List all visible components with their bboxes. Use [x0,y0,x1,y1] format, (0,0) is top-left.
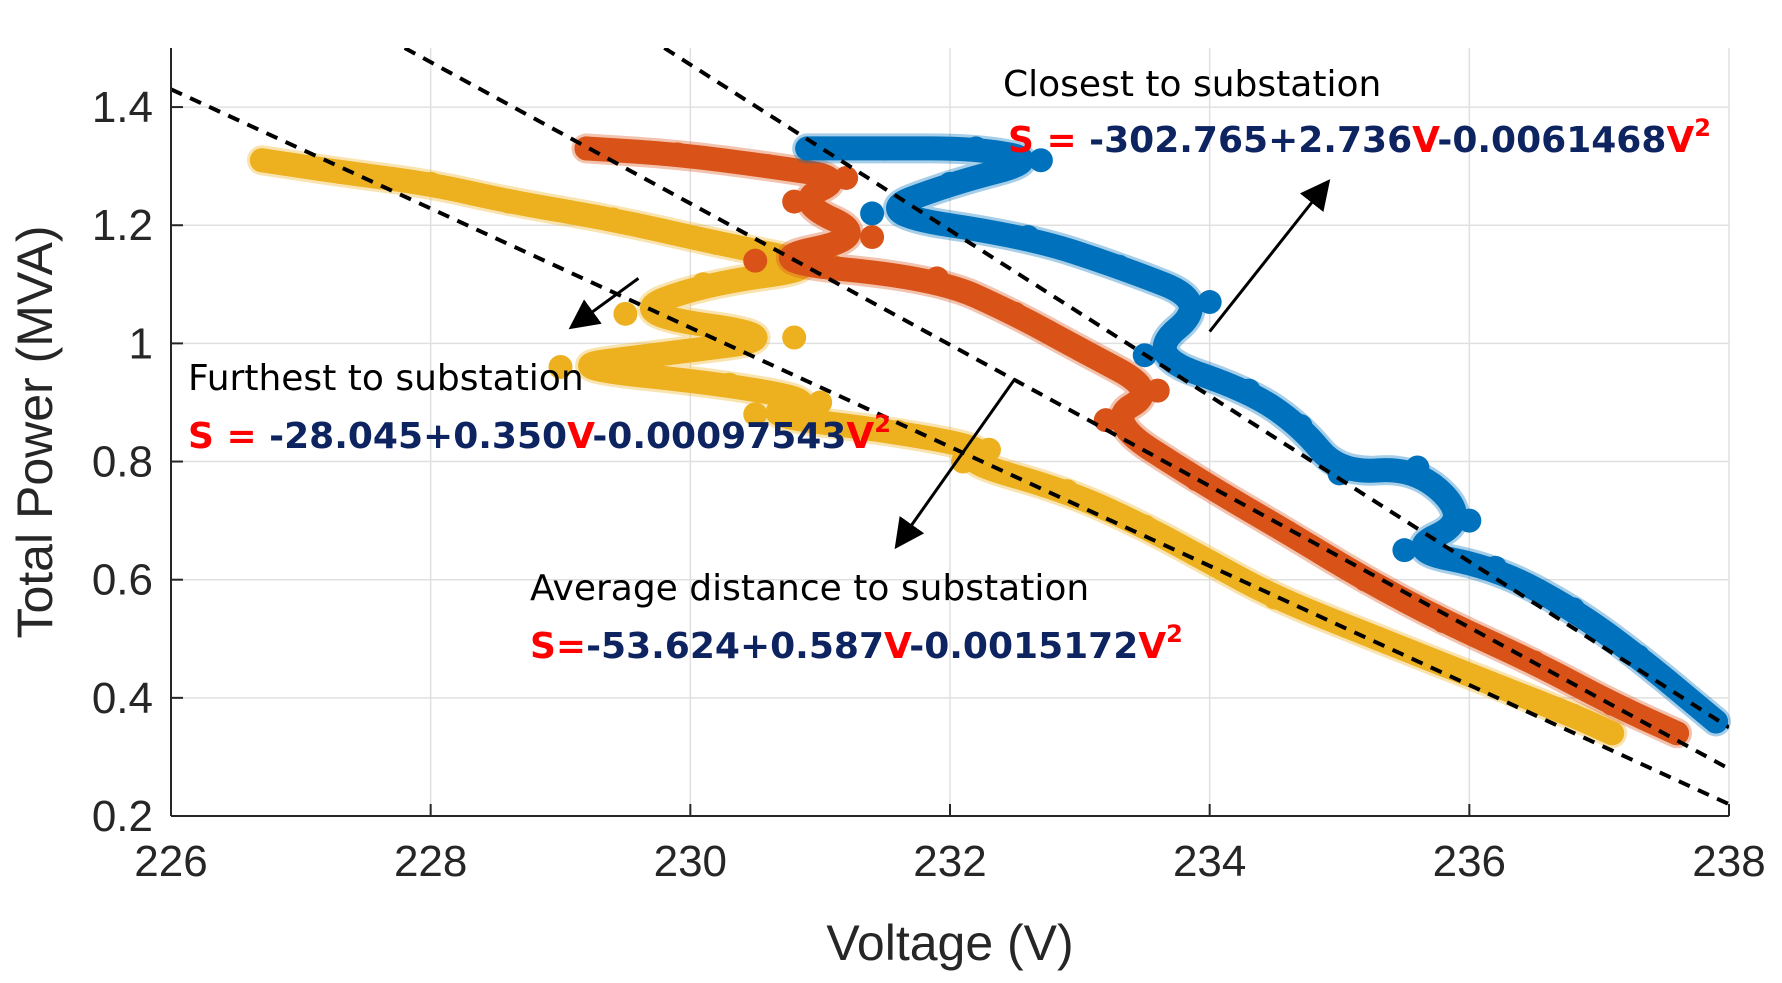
point-2-12 [1327,461,1352,486]
series-2 [795,136,1729,734]
point-2-14 [1457,508,1482,533]
point-2-3 [1028,148,1053,173]
point-1-2 [756,154,781,179]
equation-average: S=-53.624+0.587V-0.0015172V2 [530,620,1183,667]
y-tick-label-5: 1.2 [92,201,153,250]
point-0-9 [782,325,807,350]
x-tick-label-6: 238 [1692,837,1765,886]
point-1-0 [574,136,599,161]
point-2-13 [1405,455,1430,480]
annotation-closest: Closest to substation S = -302.765+2.736… [1003,64,1711,333]
point-0-24 [1561,703,1586,728]
label-closest: Closest to substation [1003,64,1381,105]
point-2-8 [1197,290,1222,315]
point-0-18 [1054,479,1079,504]
point-2-17 [1561,597,1586,622]
point-1-15 [1431,609,1456,634]
x-axis-title: Voltage (V) [826,915,1073,971]
point-1-7 [925,266,950,291]
point-1-1 [665,142,690,167]
point-1-11 [1093,408,1118,433]
point-2-2 [963,136,988,161]
point-0-2 [418,171,443,196]
y-axis-title: Total Power (MVA) [7,225,63,638]
arrow-average [894,377,1017,550]
point-1-4 [782,189,807,214]
point-0-11 [548,355,573,380]
y-tick-label-4: 1 [129,319,153,368]
x-tick-label-0: 226 [134,837,207,886]
x-tick-label-5: 236 [1433,837,1506,886]
point-1-18 [1665,721,1690,746]
series-halo-2 [792,133,1732,737]
data-series [246,133,1732,749]
point-1-6 [743,248,768,273]
x-tick-label-4: 234 [1173,837,1246,886]
point-0-22 [1366,626,1391,651]
point-0-13 [808,390,833,415]
x-tick-label-3: 232 [913,837,986,886]
point-1-5 [860,225,885,250]
point-2-4 [938,171,962,196]
annotation-average: Average distance to substation S=-53.624… [530,377,1183,667]
equation-furthest: S = -28.045+0.350V-0.00097543V2 [188,410,891,457]
y-tick-label-1: 0.4 [92,674,153,723]
y-tick-label-2: 0.6 [92,556,153,605]
point-0-12 [717,372,742,397]
x-tick-label-1: 228 [394,837,467,886]
point-0-16 [976,437,1001,462]
fit-lines [171,48,1729,807]
annotation-furthest: Furthest to substation S = -28.045+0.350… [188,277,891,457]
point-1-12 [1184,467,1209,492]
point-0-8 [613,301,638,326]
y-tick-label-6: 1.4 [92,83,153,132]
point-0-5 [704,230,729,255]
label-average: Average distance to substation [530,568,1089,609]
point-0-10 [639,343,664,368]
fit-line-0 [171,87,1729,807]
point-2-18 [1626,644,1651,669]
point-0-14 [743,402,768,427]
point-0-17 [950,449,975,474]
point-0-25 [1600,721,1625,746]
y-tick-label-0: 0.2 [92,792,153,841]
arrow-closest [1208,179,1331,333]
point-2-15 [1392,538,1417,563]
point-2-11 [1288,414,1313,439]
point-2-7 [1106,254,1131,279]
point-2-6 [1015,225,1040,250]
axes [170,48,1730,817]
point-2-10 [1236,378,1261,403]
point-1-3 [834,165,859,190]
x-tick-label-2: 230 [654,837,727,886]
y-tick-label-3: 0.8 [92,438,153,487]
point-0-0 [249,148,274,173]
point-2-19 [1704,709,1729,734]
point-1-10 [1145,378,1170,403]
point-0-4 [600,207,625,232]
arrow-furthest [568,277,640,330]
tick-labels: 226 228 230 232 234 236 238 0.2 0.4 0.6 0.8 1 1.2 1.4 [92,83,1766,886]
point-0-7 [691,272,716,297]
point-1-9 [1067,337,1092,362]
series-halo-1 [571,133,1693,749]
fit-line-2 [663,48,1729,730]
point-1-8 [1002,301,1027,326]
label-furthest: Furthest to substation [188,358,584,399]
point-0-20 [1197,549,1222,574]
point-2-1 [873,136,898,161]
point-0-3 [496,189,521,214]
point-2-5 [860,201,885,226]
point-0-19 [1132,514,1157,539]
point-2-16 [1483,555,1508,580]
equation-closest: S = -302.765+2.736V-0.0061468V2 [1008,114,1711,161]
series-1 [574,136,1690,746]
